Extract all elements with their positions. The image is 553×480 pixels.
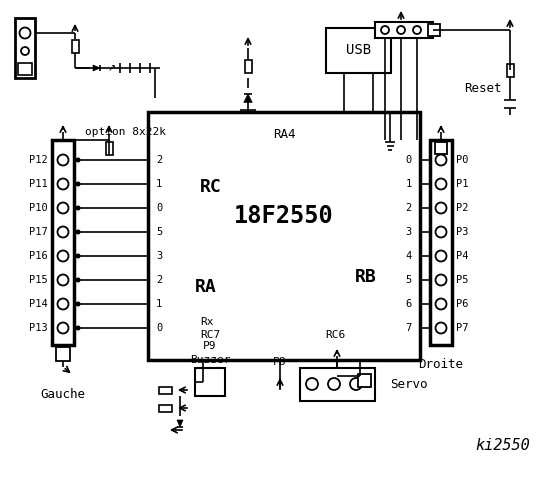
Text: 5: 5 [156,227,162,237]
Circle shape [76,157,81,163]
Bar [244,60,252,72]
Text: 2: 2 [406,203,412,213]
Circle shape [76,229,81,235]
Text: P14: P14 [29,299,48,309]
Circle shape [76,253,81,259]
Text: 0: 0 [156,323,162,333]
Text: P4: P4 [456,251,468,261]
Text: 18F2550: 18F2550 [234,204,334,228]
Bar [159,386,171,394]
Text: P5: P5 [456,275,468,285]
Text: P2: P2 [456,203,468,213]
Bar [106,142,112,155]
Text: Droite: Droite [419,359,463,372]
Bar [52,140,74,345]
Text: P1: P1 [456,179,468,189]
Bar [435,142,447,154]
Bar [15,18,35,78]
Text: P10: P10 [29,203,48,213]
Bar [56,347,70,361]
Text: 4: 4 [406,251,412,261]
Circle shape [76,325,81,331]
Text: 2: 2 [156,275,162,285]
Text: 2: 2 [156,155,162,165]
Bar [18,63,32,75]
Text: RB: RB [355,268,377,286]
Polygon shape [93,65,100,71]
Text: 0: 0 [406,155,412,165]
Circle shape [76,181,81,187]
Bar [428,24,440,36]
Text: 7: 7 [406,323,412,333]
Bar [300,368,375,401]
Text: P0: P0 [456,155,468,165]
Text: 3: 3 [406,227,412,237]
Text: ki2550: ki2550 [475,437,530,453]
Text: option 8x22k: option 8x22k [85,127,166,137]
Text: P16: P16 [29,251,48,261]
Text: P9: P9 [204,341,217,351]
Text: ↗: ↗ [108,63,116,73]
Text: Servo: Servo [390,377,427,391]
Circle shape [76,205,81,211]
Text: 1: 1 [156,179,162,189]
Text: RC7: RC7 [200,330,220,340]
Text: P6: P6 [456,299,468,309]
Text: P12: P12 [29,155,48,165]
Text: Buzzer: Buzzer [190,355,230,365]
Bar [326,28,391,73]
Text: 0: 0 [156,203,162,213]
Text: P11: P11 [29,179,48,189]
Text: 6: 6 [406,299,412,309]
Text: RC: RC [200,178,222,196]
Text: Gauche: Gauche [40,388,86,401]
Bar [430,140,452,345]
Bar [159,405,171,411]
Text: RC6: RC6 [325,330,345,340]
Bar [507,63,514,76]
Bar [375,22,433,38]
Text: RA4: RA4 [273,128,295,141]
Text: RA: RA [195,278,217,296]
Text: Reset: Reset [464,82,502,95]
Bar [71,39,79,52]
Polygon shape [177,420,183,427]
Polygon shape [244,94,252,102]
Circle shape [76,301,81,307]
Text: P8: P8 [273,357,287,367]
Circle shape [76,277,81,283]
Text: P13: P13 [29,323,48,333]
Bar [358,374,371,387]
Text: 1: 1 [406,179,412,189]
Text: 5: 5 [406,275,412,285]
Bar [195,368,225,396]
Text: P15: P15 [29,275,48,285]
Text: USB: USB [346,44,371,58]
Bar [148,112,420,360]
Text: Rx: Rx [200,317,213,327]
Text: P3: P3 [456,227,468,237]
Text: P17: P17 [29,227,48,237]
Text: 3: 3 [156,251,162,261]
Text: P7: P7 [456,323,468,333]
Text: 1: 1 [156,299,162,309]
